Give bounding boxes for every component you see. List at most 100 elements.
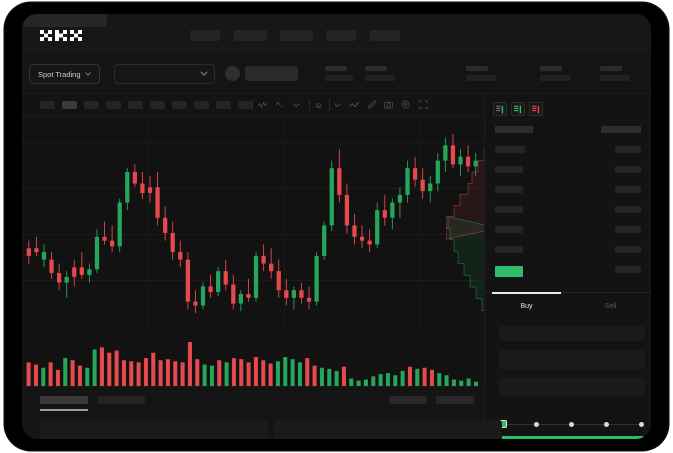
coin-avatar xyxy=(225,66,240,81)
last-price xyxy=(245,66,298,81)
snapshot-icon[interactable] xyxy=(383,99,394,110)
search-input[interactable] xyxy=(22,14,107,27)
top-header xyxy=(22,14,651,54)
fullscreen-icon[interactable] xyxy=(418,99,429,110)
active-tab-underline xyxy=(492,292,561,294)
chart-toolbar xyxy=(22,94,484,116)
order-book-row[interactable] xyxy=(495,166,523,173)
nav-item-1[interactable] xyxy=(190,30,220,41)
active-tab-underline xyxy=(40,409,88,411)
order-book-panel: Buy Sell xyxy=(484,94,651,439)
device-frame: Spot Trading xyxy=(5,3,668,450)
order-book-row[interactable] xyxy=(615,146,641,153)
timeframe-8[interactable] xyxy=(194,101,209,109)
grid-line xyxy=(148,116,149,331)
chevron-down-icon xyxy=(200,71,208,76)
stat-24h-change-value xyxy=(325,75,353,81)
indicators-icon[interactable] xyxy=(257,99,268,110)
timeframe-7[interactable] xyxy=(172,101,187,109)
order-book-row[interactable] xyxy=(615,206,641,213)
stat-24h-low-value xyxy=(466,75,496,81)
stat-24h-high-value xyxy=(365,75,395,81)
order-book-row[interactable] xyxy=(495,146,525,153)
slider-step-50[interactable] xyxy=(569,421,574,427)
depth-mode-asks-icon[interactable] xyxy=(529,102,543,116)
order-book-row[interactable] xyxy=(495,186,523,193)
percent-slider[interactable] xyxy=(499,419,645,429)
grid-line xyxy=(420,116,421,331)
stat-24h-volume-value xyxy=(540,75,570,81)
stat-24h-change xyxy=(325,66,353,81)
chart-settings-icon[interactable] xyxy=(400,99,411,110)
stat-24h-high-label xyxy=(365,66,387,71)
order-book-row-highlight[interactable] xyxy=(495,266,523,277)
grid-line xyxy=(284,116,285,331)
order-book-row[interactable] xyxy=(495,126,533,133)
order-book-row[interactable] xyxy=(615,186,641,193)
grid-line xyxy=(22,280,484,281)
timeframe-3[interactable] xyxy=(84,101,99,109)
tab-order-history[interactable] xyxy=(97,396,145,404)
nav-item-3[interactable] xyxy=(280,30,313,41)
trading-pair-select[interactable] xyxy=(114,64,215,84)
timeframe-2[interactable] xyxy=(62,101,77,109)
timeframe-4[interactable] xyxy=(106,101,121,109)
app-screen: Spot Trading xyxy=(22,14,651,439)
tab-buy-label: Buy xyxy=(520,302,533,310)
slider-step-75[interactable] xyxy=(604,421,609,427)
stat-24h-turnover-label xyxy=(600,66,622,71)
stat-24h-volume xyxy=(540,66,570,81)
nav-item-5[interactable] xyxy=(370,30,400,41)
nav-item-4[interactable] xyxy=(326,30,356,41)
order-book-row[interactable] xyxy=(615,246,641,253)
price-chart[interactable] xyxy=(22,116,484,386)
toolbar-divider xyxy=(252,99,253,110)
bottom-action-2[interactable] xyxy=(436,396,474,404)
line-chart-icon[interactable] xyxy=(349,99,360,110)
timeframe-10[interactable] xyxy=(238,101,253,109)
order-book-row[interactable] xyxy=(601,126,641,133)
stat-24h-turnover xyxy=(600,66,630,81)
price-field[interactable] xyxy=(499,350,645,369)
chevron-down-icon[interactable] xyxy=(332,99,343,110)
depth-mode-both-icon[interactable] xyxy=(493,102,507,116)
timeframe-6[interactable] xyxy=(150,101,165,109)
buy-sell-tabs: Buy Sell xyxy=(485,292,651,318)
order-book-row[interactable] xyxy=(495,226,523,233)
drawing-tools-icon[interactable] xyxy=(367,99,378,110)
timeframe-9[interactable] xyxy=(216,101,231,109)
order-book-row[interactable] xyxy=(615,226,641,233)
slider-step-100[interactable] xyxy=(639,421,644,427)
order-book-row[interactable] xyxy=(615,166,641,173)
grid-line xyxy=(22,142,484,143)
bottom-content-block xyxy=(40,420,268,439)
slider-step-25[interactable] xyxy=(534,421,539,427)
nav-item-2[interactable] xyxy=(234,30,267,41)
stat-24h-volume-label xyxy=(540,66,562,71)
order-book-row[interactable] xyxy=(495,246,523,253)
tab-open-orders[interactable] xyxy=(40,396,88,404)
okx-logo[interactable] xyxy=(40,30,83,41)
tab-buy[interactable]: Buy xyxy=(485,292,568,319)
amount-field[interactable] xyxy=(499,377,645,396)
bottom-action-1[interactable] xyxy=(389,396,427,404)
order-book-row[interactable] xyxy=(615,266,641,273)
tab-sell[interactable]: Sell xyxy=(569,293,651,319)
grid-line xyxy=(22,234,484,235)
chevron-down-icon xyxy=(84,72,91,76)
timeframe-5[interactable] xyxy=(128,101,143,109)
depth-mode-bids-icon[interactable] xyxy=(511,102,525,116)
order-type-field[interactable] xyxy=(499,326,645,341)
trading-mode-selector[interactable]: Spot Trading xyxy=(29,64,100,84)
candlestick-series xyxy=(26,133,478,314)
volume-series xyxy=(26,342,478,386)
submit-order-button[interactable] xyxy=(499,436,645,439)
timeframe-1[interactable] xyxy=(40,101,55,109)
toolbar-divider xyxy=(309,99,310,110)
order-book-row[interactable] xyxy=(495,206,523,213)
compare-icon[interactable] xyxy=(275,99,286,110)
bottom-content-block xyxy=(274,420,502,439)
chevron-down-icon[interactable] xyxy=(291,99,302,110)
alert-icon[interactable] xyxy=(313,99,324,110)
trading-mode-label: Spot Trading xyxy=(38,69,81,79)
